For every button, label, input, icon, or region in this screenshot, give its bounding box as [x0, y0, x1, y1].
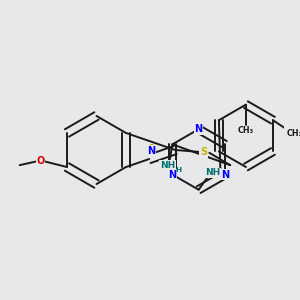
Text: CH₃: CH₃ — [238, 126, 254, 135]
Text: NH: NH — [205, 168, 220, 177]
Text: S: S — [200, 147, 207, 157]
Text: N: N — [147, 146, 155, 155]
Text: N: N — [168, 169, 176, 180]
Text: N: N — [221, 169, 229, 180]
Text: N: N — [195, 124, 203, 134]
Text: NH: NH — [160, 160, 175, 169]
Text: O: O — [36, 156, 45, 167]
Text: H: H — [175, 167, 181, 173]
Text: S: S — [148, 145, 154, 154]
Text: CH₃: CH₃ — [287, 129, 300, 138]
